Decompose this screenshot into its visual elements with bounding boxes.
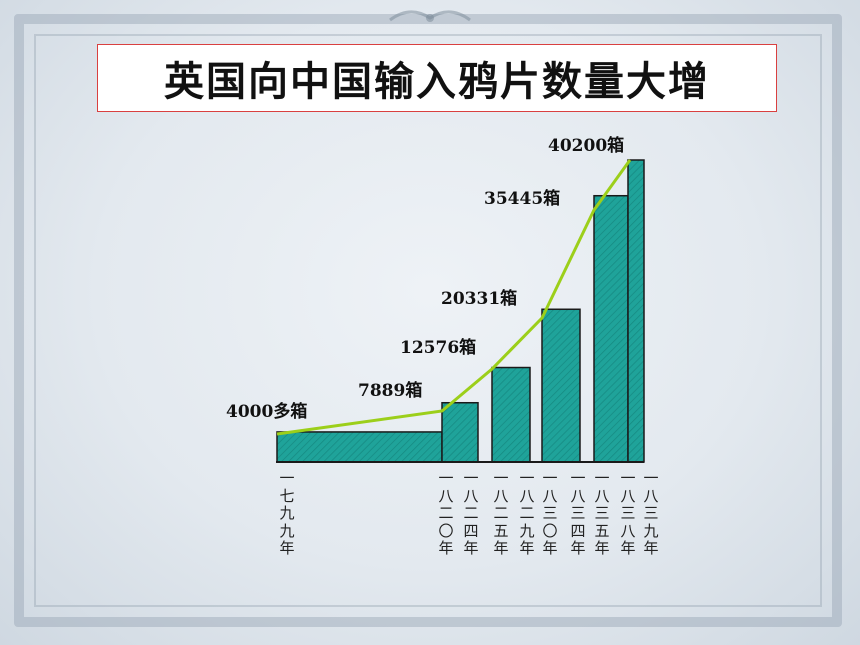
year-label-7: 一八三五年 [594, 469, 610, 557]
bar-2 [491, 366, 531, 463]
year-label-0: 一七九九年 [279, 469, 295, 557]
trend-line [276, 159, 632, 436]
year-label-3: 一八二五年 [493, 469, 509, 557]
bar-0 [276, 431, 443, 463]
data-label-0: 4000多箱 [226, 401, 307, 422]
slide-title: 英国向中国输入鸦片数量大增 [164, 59, 710, 105]
bar-1 [441, 401, 479, 463]
year-label-1: 一八二〇年 [438, 469, 454, 557]
bar-4 [593, 194, 629, 463]
year-label-4: 一八二九年 [519, 469, 535, 557]
frame-ornament-icon [389, 10, 471, 22]
data-label-4: 35445箱 [484, 188, 560, 209]
bar-3 [541, 308, 581, 463]
bar-5 [627, 159, 645, 463]
decorative-inner-frame [34, 34, 822, 607]
year-label-2: 一八二四年 [463, 469, 479, 557]
data-label-2: 12576箱 [400, 337, 476, 358]
year-label-5: 一八三〇年 [542, 469, 558, 557]
year-label-8: 一八三八年 [620, 469, 636, 557]
year-label-9: 一八三九年 [643, 469, 659, 557]
data-label-1: 7889箱 [358, 380, 422, 401]
title-box: 英国向中国输入鸦片数量大增 [97, 44, 777, 112]
data-label-3: 20331箱 [441, 288, 517, 309]
year-label-6: 一八三四年 [570, 469, 586, 557]
data-label-5: 40200箱 [548, 135, 624, 156]
